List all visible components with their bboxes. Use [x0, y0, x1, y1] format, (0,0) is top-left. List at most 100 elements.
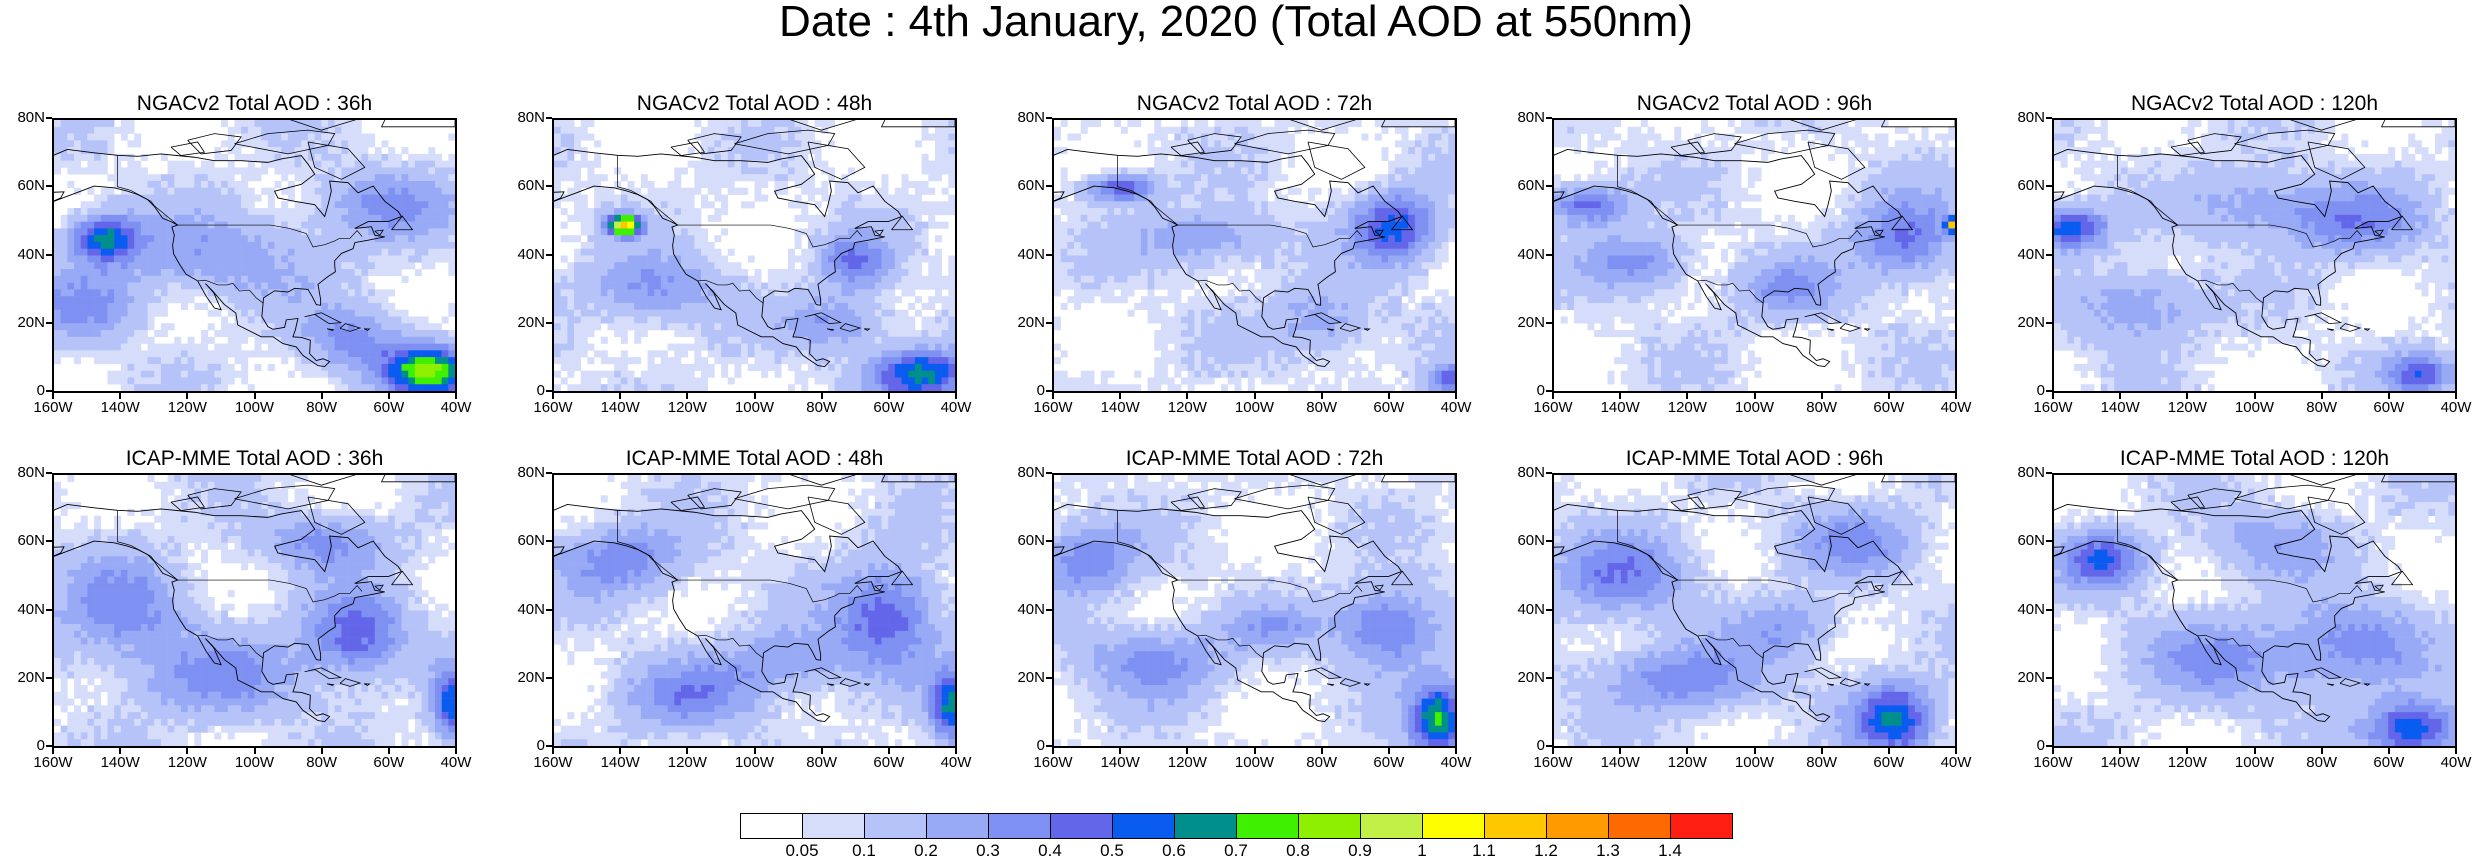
lat-tick-label: 20N — [517, 313, 545, 331]
lon-tick-mark — [2455, 393, 2457, 399]
island-coastline — [289, 120, 357, 131]
island-coastline — [891, 570, 914, 586]
panel-title: NGACv2 Total AOD : 48h — [636, 92, 873, 115]
island-coastline — [304, 312, 343, 324]
panel-title: NGACv2 Total AOD : 96h — [1636, 92, 1873, 115]
lat-tick-mark — [46, 390, 52, 392]
lat-tick-mark — [1546, 253, 1552, 256]
island-coastline — [2304, 667, 2343, 679]
lat-tick-label: 40N — [517, 600, 545, 618]
colorbar-label: 0.8 — [1286, 841, 1310, 860]
colorbar-label: 0.1 — [852, 841, 876, 860]
lon-tick-mark — [2119, 393, 2122, 399]
lat-tick-mark — [1046, 185, 1052, 188]
lat-tick-mark — [1546, 745, 1552, 747]
island-coastline — [1374, 229, 1384, 236]
island-coastline — [1807, 141, 1866, 180]
island-coastline — [1187, 133, 1242, 155]
panel-title: NGACv2 Total AOD : 72h — [1136, 92, 1373, 115]
lon-tick-mark — [753, 748, 756, 754]
panel-title: NGACv2 Total AOD : 120h — [2130, 92, 2379, 115]
us-mexico-border — [697, 279, 764, 304]
lon-tick-mark — [686, 748, 689, 754]
coastline — [54, 504, 403, 723]
island-coastline — [289, 475, 357, 486]
lon-tick-label: 60W — [373, 399, 405, 416]
lat-tick-mark — [2046, 117, 2052, 119]
island-coastline — [374, 584, 384, 591]
island-coastline — [2380, 120, 2455, 128]
lat-tick-label: 40N — [2017, 245, 2045, 263]
lon-tick-label: 40W — [2440, 754, 2472, 771]
lon-tick-mark — [1387, 393, 1390, 399]
island-coastline — [1687, 488, 1742, 510]
island-coastline — [804, 312, 843, 324]
lat-tick-label: 0 — [1536, 737, 1545, 754]
lat-tick-mark — [1046, 608, 1052, 611]
island-coastline — [1826, 683, 1835, 686]
lat-tick-mark — [2046, 253, 2052, 256]
lon-tick-label: 60W — [1873, 399, 1905, 416]
coastline — [1054, 504, 1403, 723]
lat-tick-mark — [46, 321, 52, 324]
lat-tick-mark — [546, 321, 552, 324]
lon-tick-label: 140W — [600, 754, 640, 771]
lon-tick-label: 120W — [167, 754, 207, 771]
lat-tick-mark — [2046, 472, 2052, 474]
lon-tick-label: 160W — [33, 754, 73, 771]
lon-tick-label: 160W — [1033, 754, 1073, 771]
island-coastline — [170, 141, 206, 156]
lat-tick-label: 60N — [517, 177, 545, 195]
island-coastline — [2374, 229, 2384, 236]
lat-tick-mark — [46, 185, 52, 188]
lon-tick-mark — [455, 393, 457, 399]
lon-tick-label: 40W — [440, 754, 472, 771]
lat-tick-label: 80N — [17, 464, 45, 481]
lon-tick-label: 60W — [1873, 754, 1905, 771]
island-coastline — [1380, 475, 1455, 483]
lat-tick-label: 60N — [1017, 177, 1045, 195]
us-canada-border — [2117, 510, 2363, 603]
lat-tick-label: 40N — [2017, 600, 2045, 618]
map-panel: ICAP-MME Total AOD : 36h 80N 60N 40N 20N 0 160… — [12, 447, 512, 787]
island-coastline — [1170, 496, 1206, 511]
lon-tick-label: 140W — [100, 754, 140, 771]
lon-tick-mark — [1753, 748, 1756, 754]
lat-tick-mark — [546, 676, 552, 679]
island-coastline — [1307, 141, 1366, 180]
lat-tick-mark — [2046, 540, 2052, 543]
aod-field — [54, 120, 455, 391]
island-coastline — [2339, 323, 2362, 332]
island-coastline — [1863, 328, 1871, 331]
lat-tick-label: 0 — [536, 382, 545, 399]
lon-tick-label: 80W — [2306, 399, 2338, 416]
lat-tick-label: 20N — [2017, 313, 2045, 331]
aod-field — [54, 475, 455, 746]
lat-tick-mark — [2046, 185, 2052, 188]
lat-tick-mark — [1046, 117, 1052, 119]
us-canada-border — [2117, 155, 2363, 248]
aod-field — [2054, 120, 2455, 391]
lon-tick-mark — [1320, 748, 1323, 754]
island-coastline — [374, 229, 384, 236]
lon-tick-label: 160W — [2033, 754, 2073, 771]
island-coastline — [2304, 312, 2343, 324]
lat-tick-label: 80N — [1017, 464, 1045, 481]
us-mexico-border — [1697, 279, 1764, 304]
lat-tick-label: 20N — [2017, 668, 2045, 686]
aod-map — [1052, 473, 1457, 748]
lon-tick-label: 100W — [1734, 754, 1775, 771]
coastline — [1054, 149, 1403, 368]
lat-tick-mark — [546, 745, 552, 747]
lon-tick-label: 60W — [1373, 754, 1405, 771]
island-coastline — [326, 328, 335, 331]
lon-tick-label: 40W — [940, 754, 972, 771]
lon-tick-label: 140W — [1100, 754, 1140, 771]
lon-tick-label: 140W — [1600, 754, 1640, 771]
lat-tick-label: 40N — [1517, 245, 1545, 263]
lat-tick-label: 80N — [2017, 109, 2045, 126]
lon-tick-mark — [186, 748, 189, 754]
island-coastline — [687, 133, 742, 155]
colorbar-swatch — [1298, 813, 1361, 839]
lon-tick-label: 160W — [2033, 399, 2073, 416]
